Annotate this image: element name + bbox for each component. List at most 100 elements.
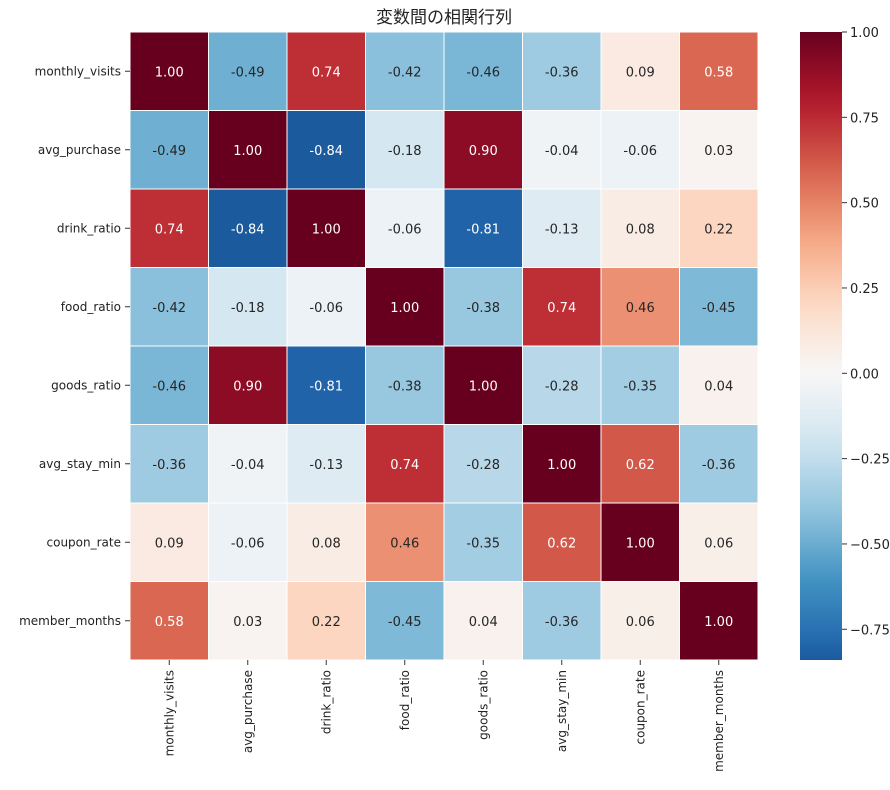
y-tick-label: goods_ratio bbox=[51, 378, 121, 392]
heatmap-cell bbox=[679, 581, 759, 661]
cell-value-label: 0.46 bbox=[390, 536, 419, 551]
heatmap-cell bbox=[679, 345, 759, 425]
cell-value-label: -0.49 bbox=[231, 65, 265, 80]
heatmap-cell bbox=[208, 31, 288, 111]
cell-value-label: -0.84 bbox=[309, 144, 343, 159]
cell-value-label: -0.35 bbox=[466, 536, 500, 551]
heatmap-cell bbox=[129, 31, 209, 111]
cell-value-label: -0.13 bbox=[309, 458, 343, 473]
cell-value-label: 0.58 bbox=[155, 615, 184, 630]
heatmap-cells bbox=[129, 31, 759, 661]
colorbar-tick-label: −0.25 bbox=[850, 453, 890, 468]
heatmap-cell bbox=[129, 502, 209, 582]
heatmap-cell bbox=[600, 267, 680, 347]
colorbar-tick-label: −0.50 bbox=[850, 538, 890, 553]
heatmap-cell bbox=[522, 31, 602, 111]
x-tick-label: food_ratio bbox=[398, 670, 412, 730]
cell-value-label: 0.74 bbox=[155, 222, 184, 237]
cell-value-label: 0.08 bbox=[626, 222, 655, 237]
heatmap-cell bbox=[522, 502, 602, 582]
heatmap-cell bbox=[443, 110, 523, 190]
heatmap-cell bbox=[679, 502, 759, 582]
heatmap-cell bbox=[679, 31, 759, 111]
cell-value-label: 0.74 bbox=[390, 458, 419, 473]
cell-value-label: -0.06 bbox=[388, 222, 422, 237]
cell-value-label: -0.81 bbox=[466, 222, 500, 237]
cell-value-label: -0.36 bbox=[545, 615, 579, 630]
cell-value-label: -0.45 bbox=[702, 301, 736, 316]
cell-value-label: 0.08 bbox=[312, 536, 341, 551]
heatmap-cell bbox=[208, 502, 288, 582]
heatmap-cell bbox=[679, 424, 759, 504]
cell-value-label: -0.06 bbox=[623, 144, 657, 159]
cell-value-label: 1.00 bbox=[312, 222, 341, 237]
heatmap-cell bbox=[443, 267, 523, 347]
cell-value-label: 0.06 bbox=[704, 536, 733, 551]
cell-value-label: -0.38 bbox=[466, 301, 500, 316]
y-tick-label: avg_purchase bbox=[38, 143, 121, 157]
heatmap-cell bbox=[365, 345, 445, 425]
cell-value-label: 0.06 bbox=[626, 615, 655, 630]
y-tick-label: member_months bbox=[19, 614, 121, 628]
cell-value-label: 0.58 bbox=[704, 65, 733, 80]
heatmap-cell bbox=[286, 502, 366, 582]
heatmap-cell bbox=[365, 110, 445, 190]
cell-value-label: -0.81 bbox=[309, 379, 343, 394]
cell-value-label: 1.00 bbox=[233, 144, 262, 159]
cell-value-label: -0.35 bbox=[623, 379, 657, 394]
heatmap-cell bbox=[443, 188, 523, 268]
heatmap-cell bbox=[600, 502, 680, 582]
x-axis: monthly_visits avg_purchase drink_ratio foo… bbox=[162, 660, 726, 772]
heatmap-cell bbox=[679, 188, 759, 268]
heatmap-cell bbox=[365, 267, 445, 347]
cell-value-label: 0.62 bbox=[626, 458, 655, 473]
cell-value-label: -0.46 bbox=[466, 65, 500, 80]
heatmap-cell bbox=[208, 110, 288, 190]
x-tick-label: avg_purchase bbox=[241, 670, 255, 753]
cell-value-label: 0.09 bbox=[626, 65, 655, 80]
cell-value-label: -0.06 bbox=[231, 536, 265, 551]
colorbar-tick-label: 1.00 bbox=[850, 26, 879, 41]
cell-value-label: -0.13 bbox=[545, 222, 579, 237]
heatmap-cell bbox=[286, 188, 366, 268]
cell-value-label: 0.90 bbox=[233, 379, 262, 394]
cell-annotations: 1.00 -0.49 0.74 -0.42 -0.46 -0.36 0.09 0.58 -0.4… bbox=[152, 65, 735, 630]
colorbar-gradient bbox=[800, 32, 842, 660]
cell-value-label: -0.06 bbox=[309, 301, 343, 316]
cell-value-label: -0.04 bbox=[545, 144, 579, 159]
colorbar: 1.00 0.75 0.50 0.25 0.00 −0.25 −0.50 −0.75 bbox=[800, 26, 890, 660]
cell-value-label: 0.22 bbox=[312, 615, 341, 630]
cell-value-label: 1.00 bbox=[155, 65, 184, 80]
heatmap-cell bbox=[600, 345, 680, 425]
cell-value-label: -0.38 bbox=[388, 379, 422, 394]
cell-value-label: 0.74 bbox=[547, 301, 576, 316]
cell-value-label: -0.42 bbox=[388, 65, 422, 80]
heatmap-cell bbox=[679, 110, 759, 190]
heatmap-cell bbox=[208, 188, 288, 268]
heatmap-cell bbox=[522, 188, 602, 268]
cell-value-label: 1.00 bbox=[547, 458, 576, 473]
y-axis: monthly_visits avg_purchase drink_ratiofoo… bbox=[19, 64, 130, 628]
cell-value-label: -0.36 bbox=[152, 458, 186, 473]
cell-value-label: -0.28 bbox=[545, 379, 579, 394]
cell-value-label: 0.90 bbox=[469, 144, 498, 159]
x-tick-label: avg_stay_min bbox=[555, 670, 569, 752]
cell-value-label: -0.28 bbox=[466, 458, 500, 473]
x-tick-label: drink_ratio bbox=[319, 670, 333, 734]
x-tick-label: monthly_visits bbox=[162, 670, 176, 756]
y-tick-label: monthly_visits bbox=[35, 64, 121, 78]
heatmap-cell bbox=[365, 31, 445, 111]
cell-value-label: 1.00 bbox=[390, 301, 419, 316]
heatmap-cell bbox=[443, 502, 523, 582]
heatmap-cell bbox=[443, 31, 523, 111]
chart-title: 変数間の相関行列 bbox=[376, 8, 512, 28]
cell-value-label: 0.03 bbox=[704, 144, 733, 159]
cell-value-label: 1.00 bbox=[626, 536, 655, 551]
y-tick-label: coupon_rate bbox=[47, 535, 121, 549]
heatmap-cell bbox=[129, 267, 209, 347]
cell-value-label: 0.74 bbox=[312, 65, 341, 80]
cell-value-label: -0.46 bbox=[152, 379, 186, 394]
heatmap-cell bbox=[208, 424, 288, 504]
cell-value-label: 1.00 bbox=[469, 379, 498, 394]
